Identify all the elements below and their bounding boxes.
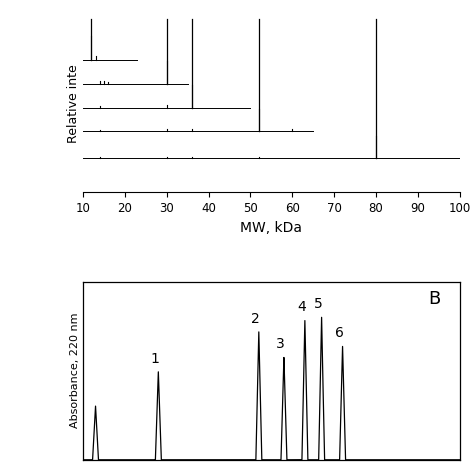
Y-axis label: Absorbance, 220 nm: Absorbance, 220 nm xyxy=(70,313,80,428)
Text: 5: 5 xyxy=(314,298,323,311)
Text: 3: 3 xyxy=(276,337,285,351)
Text: 1: 1 xyxy=(151,352,159,365)
Text: 2: 2 xyxy=(251,312,260,326)
Text: 6: 6 xyxy=(335,326,344,340)
Y-axis label: Relative inte: Relative inte xyxy=(67,64,80,143)
Text: B: B xyxy=(428,291,441,309)
Text: 4: 4 xyxy=(297,301,306,314)
X-axis label: MW, kDa: MW, kDa xyxy=(240,221,302,235)
